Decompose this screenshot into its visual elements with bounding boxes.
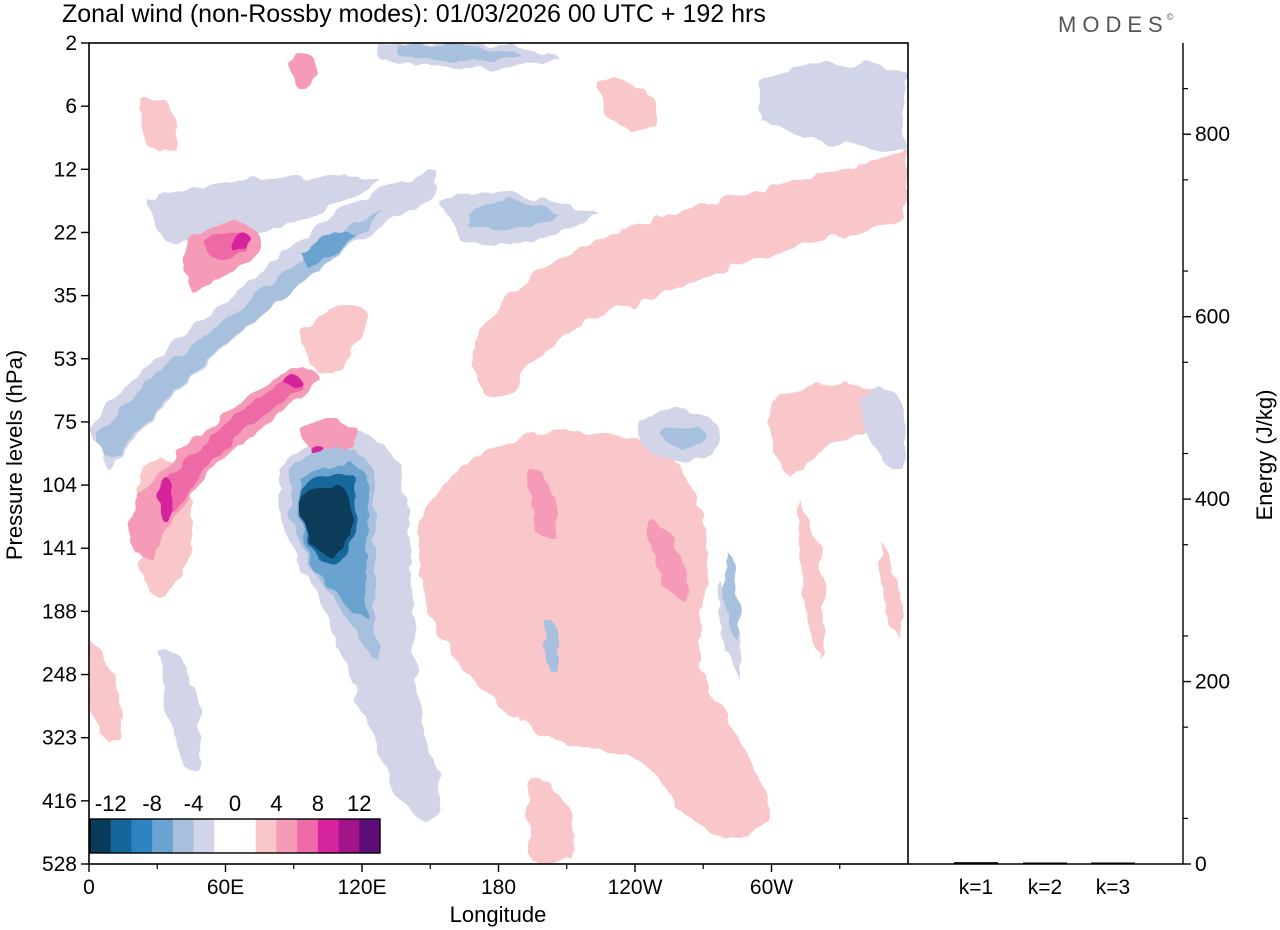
x-tick-label: 60E	[207, 876, 244, 899]
energy-tick-label: 400	[1195, 488, 1230, 511]
colorbar-tick-label: -8	[142, 791, 162, 816]
y-axis-label: Pressure levels (hPa)	[2, 350, 27, 560]
y-tick-label: 528	[42, 853, 77, 876]
colorbar-swatch	[276, 819, 298, 853]
colorbar-swatch	[172, 819, 194, 853]
y-tick-label: 6	[65, 95, 77, 118]
y-tick-label: 188	[42, 600, 77, 623]
colorbar-swatch	[317, 819, 339, 853]
colorbar-swatch	[338, 819, 360, 853]
energy-bar-label: k=3	[1096, 876, 1130, 899]
energy-tick-label: 0	[1195, 853, 1207, 876]
positive-weak-contours	[89, 77, 905, 862]
x-tick-label: 180	[481, 876, 516, 899]
y-tick-label: 416	[42, 790, 77, 813]
y-tick-label: 12	[54, 158, 77, 181]
colorbar-swatch	[255, 819, 277, 853]
logo-mark: ©	[1167, 12, 1180, 22]
colorbar	[89, 818, 381, 854]
colorbar-tick-label: 12	[347, 791, 371, 816]
colorbar-swatch	[152, 819, 174, 853]
y-tick-label: 35	[54, 285, 77, 308]
x-tick-label: 0	[83, 876, 95, 899]
colorbar-swatch	[359, 819, 381, 853]
x-axis-label: Longitude	[450, 902, 547, 927]
x-tick-label: 120E	[337, 876, 386, 899]
heatmap-field	[89, 43, 905, 862]
y-tick-label: 22	[54, 221, 77, 244]
energy-bars: k=1 k=2 k=3	[954, 862, 1135, 899]
colorbar-tick-label: -12	[95, 791, 127, 816]
y-tick-label: 75	[54, 411, 77, 434]
colorbar-swatch	[131, 819, 153, 853]
energy-tick-label: 800	[1195, 123, 1230, 146]
y-tick-label: 2	[65, 32, 77, 55]
colorbar-tick-label: 8	[312, 791, 324, 816]
y-tick-label: 323	[42, 727, 77, 750]
colorbar-swatch	[297, 819, 319, 853]
colorbar-swatch	[110, 819, 132, 853]
x-tick-label: 60W	[750, 876, 793, 899]
chart-title: Zonal wind (non-Rossby modes): 01/03/202…	[62, 0, 766, 28]
y-tick-label: 248	[42, 664, 77, 687]
colorbar-tick-label: 4	[270, 791, 282, 816]
energy-tick-label: 200	[1195, 671, 1230, 694]
colorbar-swatch	[193, 819, 215, 853]
colorbar-swatch	[235, 819, 257, 853]
x-tick-label: 120W	[608, 876, 663, 899]
y-tick-label: 104	[42, 474, 77, 497]
colorbar-swatch	[214, 819, 236, 853]
energy-bar	[1091, 862, 1135, 864]
colorbar-swatch	[90, 819, 112, 853]
energy-axis-ticks: 0 200 400 600 800	[1183, 88, 1230, 876]
colorbar-tick-label: -4	[184, 791, 204, 816]
y-axis-ticks: 2 6 12 22 35 53 75 104 141 188 248 323 416 528	[42, 32, 89, 876]
positive-peak-contours	[158, 233, 322, 520]
y-tick-label: 141	[42, 537, 77, 560]
y-tick-label: 53	[54, 348, 77, 371]
energy-bar	[954, 862, 998, 864]
colorbar-frame	[89, 818, 381, 854]
modes-logo: MODES©	[1058, 12, 1179, 37]
energy-axis-label: Energy (J/kg)	[1252, 390, 1277, 521]
energy-bar-label: k=2	[1028, 876, 1062, 899]
energy-bar-label: k=1	[959, 876, 993, 899]
colorbar-labels: -12 -8 -4 0 4 8 12	[95, 791, 372, 816]
x-axis-ticks: 0 60E 120E 180 120W 60W	[83, 864, 841, 899]
energy-tick-label: 600	[1195, 306, 1230, 329]
colorbar-tick-label: 0	[229, 791, 241, 816]
energy-bar	[1023, 862, 1067, 864]
easterly-core-contour	[300, 483, 352, 558]
